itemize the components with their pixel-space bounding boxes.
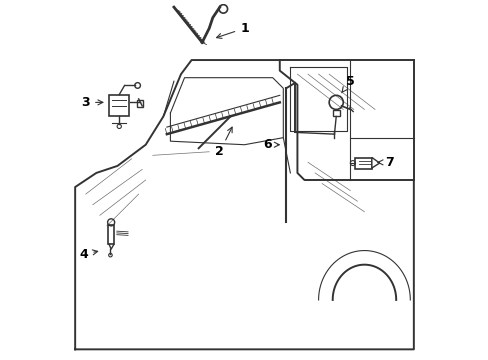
Text: 3: 3 (81, 96, 102, 109)
Polygon shape (371, 157, 379, 168)
FancyBboxPatch shape (137, 100, 143, 107)
FancyBboxPatch shape (107, 225, 114, 244)
FancyBboxPatch shape (109, 95, 128, 116)
Text: 2: 2 (215, 127, 232, 158)
Text: 1: 1 (216, 22, 248, 39)
FancyBboxPatch shape (354, 158, 371, 169)
Text: 5: 5 (341, 75, 354, 93)
Text: 4: 4 (80, 248, 98, 261)
Text: 6: 6 (263, 138, 279, 151)
Text: 7: 7 (377, 156, 393, 169)
FancyBboxPatch shape (332, 110, 339, 117)
